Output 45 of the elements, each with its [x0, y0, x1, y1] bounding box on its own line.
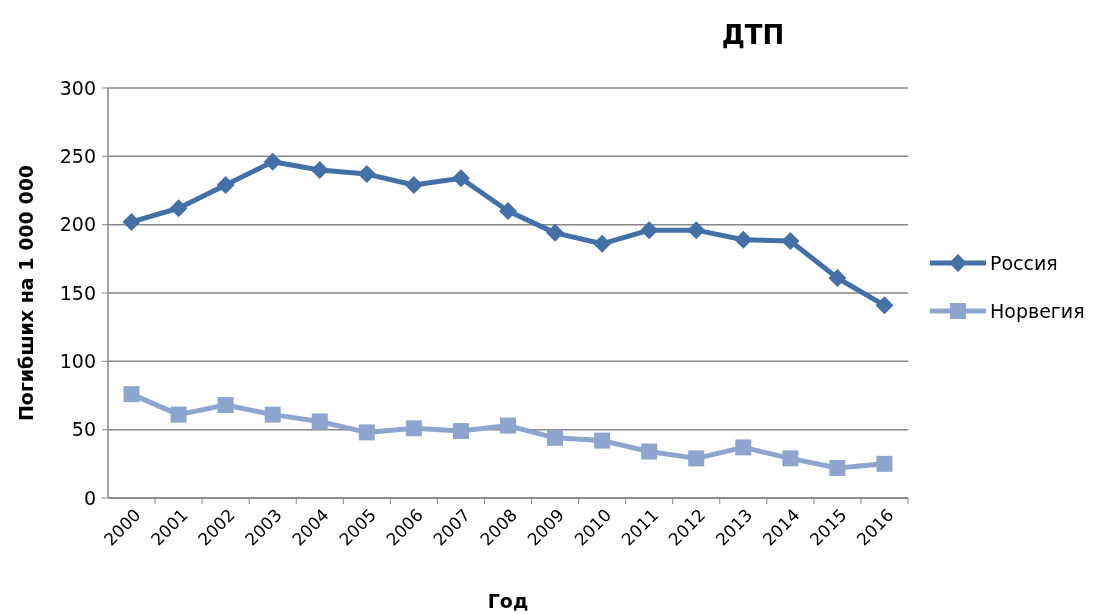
point: [216, 176, 235, 195]
point: [263, 152, 282, 171]
point: [499, 202, 517, 220]
y-tick-label: 250: [59, 144, 96, 167]
y-axis-title: Погибших на 1 000 000: [14, 164, 37, 422]
point: [310, 161, 329, 179]
legend-label: Норвегия: [990, 299, 1085, 322]
x-axis-title: Год: [487, 590, 529, 612]
point: [404, 176, 423, 195]
point: [500, 417, 516, 434]
point: [781, 232, 800, 251]
point: [547, 429, 564, 446]
y-tick-label: 50: [71, 418, 96, 441]
point: [687, 221, 706, 240]
point: [311, 413, 328, 430]
y-tick-label: 150: [59, 281, 96, 304]
point: [122, 212, 141, 231]
y-tick-label: 300: [59, 76, 96, 99]
point: [828, 268, 847, 287]
point: [829, 459, 846, 476]
y-tick-label: 0: [83, 486, 96, 509]
point: [169, 199, 188, 218]
point: [546, 223, 565, 242]
y-tick-label: 100: [59, 349, 96, 372]
point: [170, 406, 187, 423]
point: [735, 439, 752, 456]
point: [782, 450, 799, 467]
chart-title: ДТП: [721, 20, 785, 50]
point: [593, 234, 612, 253]
legend-label: Россия: [990, 251, 1058, 274]
point: [876, 455, 893, 472]
point: [594, 432, 611, 449]
point: [217, 397, 234, 414]
point: [688, 450, 705, 467]
point: [358, 424, 375, 441]
point: [452, 423, 469, 440]
point: [641, 443, 658, 460]
point: [357, 165, 376, 184]
y-tick-label: 200: [59, 213, 96, 236]
point: [451, 169, 470, 188]
point: [264, 406, 281, 423]
point: [123, 386, 140, 403]
point: [405, 420, 422, 437]
point: [734, 230, 753, 249]
point: [875, 296, 894, 315]
